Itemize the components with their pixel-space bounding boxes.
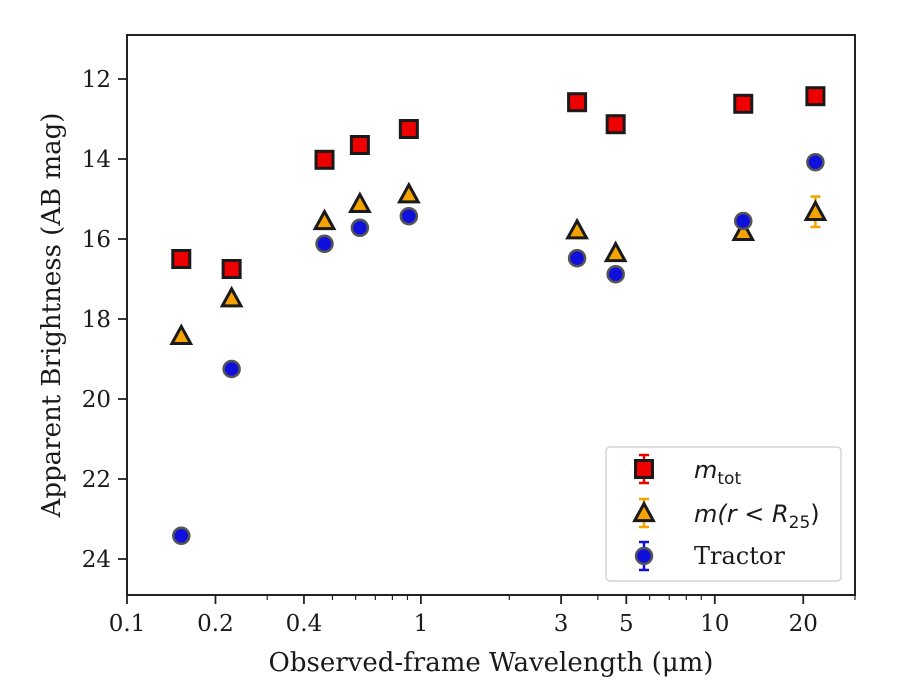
y-tick-label: 14 <box>82 147 111 173</box>
series-0 <box>171 86 826 279</box>
data-point <box>169 323 194 345</box>
data-point <box>803 199 828 221</box>
y-tick-label: 18 <box>82 307 111 333</box>
data-point <box>399 206 419 226</box>
data-point <box>396 181 421 204</box>
data-point <box>398 119 419 139</box>
data-point <box>312 208 337 231</box>
legend-label: mtot <box>694 456 741 489</box>
legend-label: m(r < R25) <box>694 500 820 533</box>
y-axis-label: Apparent Brightness (AB mag) <box>37 113 67 519</box>
data-point <box>347 191 372 213</box>
data-point <box>172 526 191 546</box>
data-point <box>567 248 587 268</box>
series-1 <box>169 181 828 345</box>
y-tick-label: 24 <box>82 547 111 573</box>
x-tick-label: 5 <box>619 611 634 637</box>
y-tick-label: 20 <box>82 387 111 413</box>
legend-label: Tractor <box>694 542 785 570</box>
data-point <box>315 234 334 254</box>
data-point <box>603 240 628 263</box>
y-tick-label: 16 <box>82 227 111 253</box>
data-point <box>605 114 626 135</box>
legend-box <box>605 446 842 582</box>
x-tick-label: 20 <box>789 611 818 637</box>
y-tick-label: 12 <box>82 67 111 93</box>
series-2 <box>172 152 825 546</box>
data-point <box>314 149 335 170</box>
data-point <box>567 92 588 113</box>
data-point <box>221 259 242 279</box>
data-marks <box>169 86 828 546</box>
y-tick-label: 22 <box>82 467 111 493</box>
data-point <box>806 152 825 172</box>
data-point <box>350 218 370 238</box>
data-point <box>349 135 370 155</box>
legend-marker-circle <box>634 546 654 566</box>
data-point <box>731 219 756 241</box>
x-tick-label: 0.4 <box>286 611 323 637</box>
x-axis: 0.1 0.2 0.4 1 3 5 10 20 <box>109 595 818 637</box>
x-tick-label: 0.2 <box>197 611 234 637</box>
x-tick-label: 0.1 <box>109 611 146 637</box>
y-axis: 12 14 16 18 20 22 24 <box>82 67 127 573</box>
data-point <box>734 211 753 231</box>
legend-marker-triangle <box>632 500 656 523</box>
data-point <box>805 86 826 107</box>
data-point <box>733 93 754 114</box>
data-point <box>606 264 625 284</box>
data-point <box>219 285 244 308</box>
x-tick-label: 10 <box>700 611 729 637</box>
legend: mtot m(r < R25) Tractor <box>605 446 842 582</box>
plot-frame <box>126 34 856 596</box>
data-point <box>171 249 192 269</box>
x-tick-label: 3 <box>554 611 569 637</box>
data-point <box>565 217 589 240</box>
legend-marker-square <box>634 459 654 479</box>
data-point <box>222 359 241 379</box>
x-axis-label: Observed-frame Wavelength (μm) <box>269 648 714 678</box>
x-tick-label: 1 <box>414 611 429 637</box>
